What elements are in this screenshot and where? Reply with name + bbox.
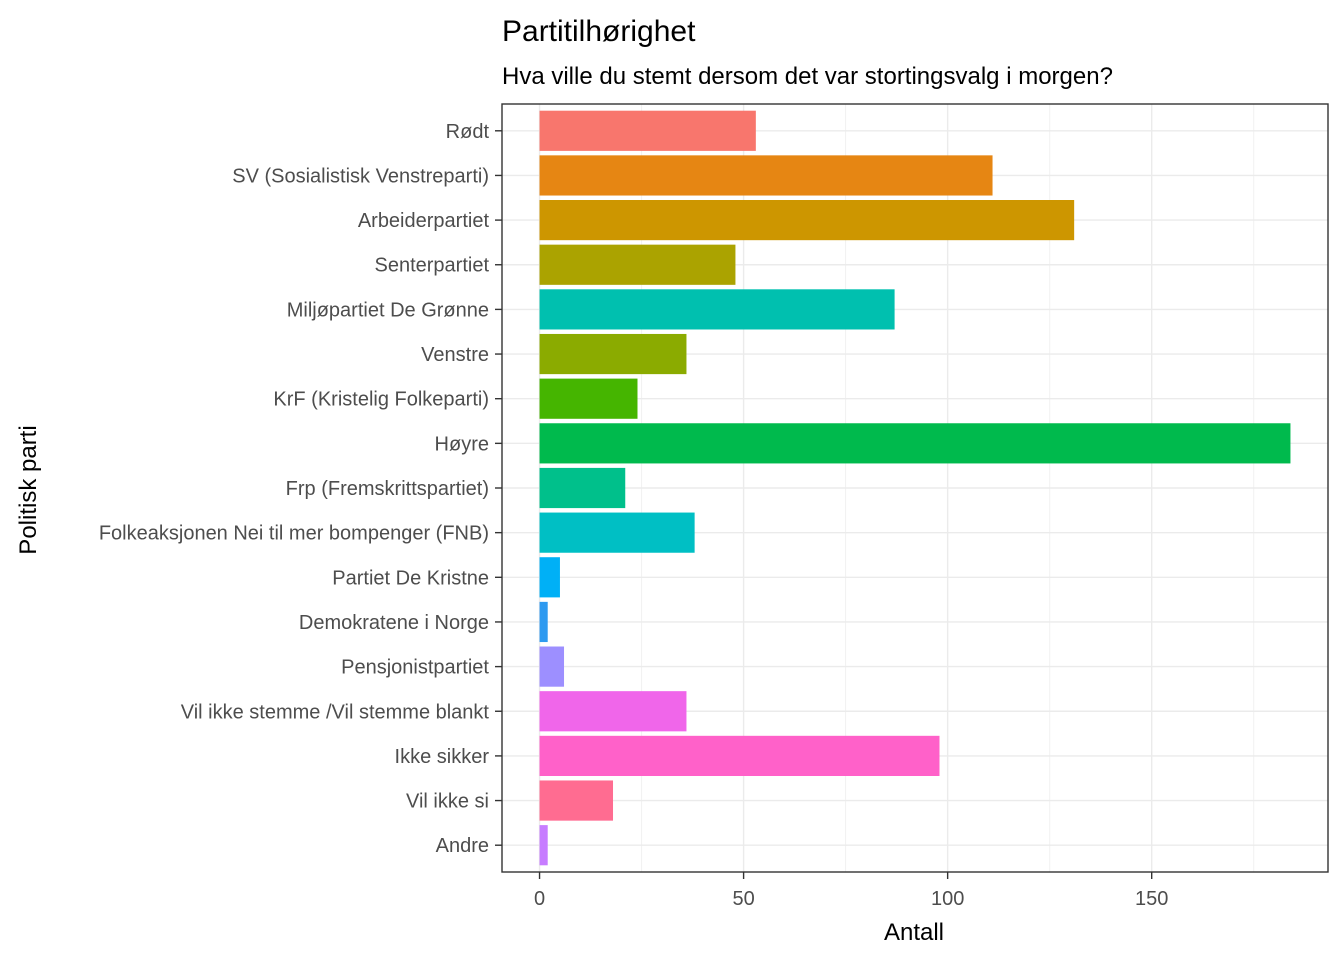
bar (539, 691, 687, 732)
bar (539, 423, 1291, 464)
bar (539, 467, 626, 509)
y-tick-label: Folkeaksjonen Nei til mer bompenger (FNB… (99, 523, 489, 545)
bar (539, 333, 687, 375)
bar (539, 780, 614, 821)
y-tick-label: Frp (Fremskrittspartiet) (286, 478, 489, 500)
bar (539, 557, 560, 598)
bar (539, 110, 756, 151)
y-axis-title: Politisk parti (15, 425, 42, 554)
y-tick-label: Partiet De Kristne (332, 567, 489, 589)
y-tick-label: Rødt (446, 121, 490, 143)
y-tick-label: Arbeiderpartiet (358, 210, 490, 232)
bar (539, 244, 736, 285)
bar (539, 200, 1075, 241)
y-tick-label: Pensjonistpartiet (341, 657, 489, 679)
bar (539, 601, 548, 643)
bar (539, 512, 695, 553)
y-tick-label: Miljøpartiet De Grønne (287, 299, 489, 321)
bar (539, 735, 940, 776)
chart-title: Partitilhørighet (502, 15, 696, 48)
plot-area: Rødt SV (Sosialistisk Venstreparti) Arbeid… (99, 103, 1329, 910)
x-tick-label: 100 (931, 888, 964, 910)
x-tick-label: 50 (732, 888, 754, 910)
y-tick-label: SV (Sosialistisk Venstreparti) (232, 165, 489, 187)
bar (539, 378, 638, 419)
chart-subtitle: Hva ville du stemt dersom det var storti… (502, 63, 1113, 90)
y-tick-label: Senterpartiet (374, 255, 489, 277)
y-tick-label: Demokratene i Norge (299, 612, 489, 634)
x-tick-label: 0 (534, 888, 545, 910)
bar (539, 825, 548, 866)
y-tick-label: Vil ikke si (406, 791, 489, 813)
y-tick-label: Ikke sikker (395, 746, 490, 768)
y-tick-label: Venstre (421, 344, 489, 366)
y-tick-label: Vil ikke stemme /Vil stemme blankt (181, 701, 490, 723)
x-tick-label: 150 (1135, 888, 1168, 910)
bar (539, 289, 895, 330)
y-tick-label: Høyre (435, 433, 489, 455)
bar (539, 155, 993, 196)
x-axis-title: Antall (884, 919, 944, 946)
y-tick-label: KrF (Kristelig Folkeparti) (273, 389, 489, 411)
y-tick-label: Andre (436, 835, 489, 857)
bar (539, 646, 565, 687)
